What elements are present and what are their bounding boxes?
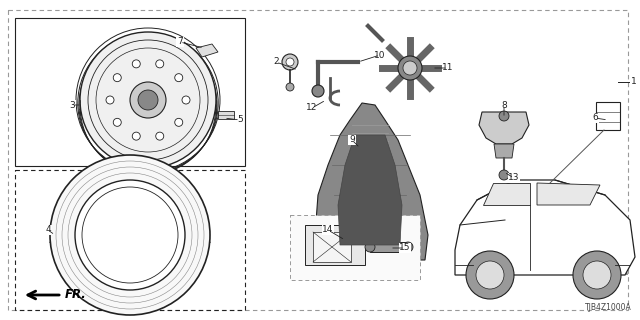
Polygon shape (338, 135, 402, 245)
Circle shape (403, 61, 417, 75)
Circle shape (312, 85, 324, 97)
Circle shape (80, 32, 216, 168)
Circle shape (286, 83, 294, 91)
Circle shape (156, 132, 164, 140)
Bar (313, 232, 351, 262)
Text: 15: 15 (399, 244, 411, 252)
Text: TJB4Z1000A: TJB4Z1000A (585, 303, 632, 312)
Text: 2: 2 (273, 58, 279, 67)
Bar (290, 215, 420, 280)
Text: 1: 1 (631, 77, 637, 86)
Polygon shape (315, 103, 428, 260)
Polygon shape (494, 144, 514, 158)
Circle shape (365, 242, 375, 252)
Polygon shape (483, 183, 530, 205)
Circle shape (175, 118, 183, 126)
Text: 11: 11 (442, 63, 454, 73)
Circle shape (573, 251, 621, 299)
Circle shape (286, 58, 294, 66)
Circle shape (106, 96, 114, 104)
Bar (15, 170, 245, 310)
Text: 10: 10 (374, 51, 386, 60)
Text: 9: 9 (349, 135, 355, 145)
Text: FR.: FR. (65, 289, 87, 301)
Text: 4: 4 (45, 226, 51, 235)
Text: 3: 3 (69, 100, 75, 109)
Polygon shape (196, 44, 218, 57)
Text: 5: 5 (237, 116, 243, 124)
Text: 14: 14 (323, 226, 333, 235)
Polygon shape (455, 180, 635, 275)
Bar (218, 111, 234, 119)
Text: 7: 7 (177, 37, 183, 46)
Circle shape (113, 74, 121, 82)
Polygon shape (479, 112, 529, 144)
Circle shape (476, 261, 504, 289)
Circle shape (583, 261, 611, 289)
Polygon shape (537, 183, 600, 205)
Circle shape (132, 132, 140, 140)
Circle shape (156, 60, 164, 68)
Circle shape (113, 118, 121, 126)
Polygon shape (305, 225, 365, 265)
Bar (596, 102, 620, 130)
Bar (15, 18, 245, 166)
Text: 6: 6 (592, 114, 598, 123)
Text: 13: 13 (508, 173, 520, 182)
Circle shape (403, 242, 413, 252)
Text: 8: 8 (501, 100, 507, 109)
Circle shape (138, 90, 158, 110)
Circle shape (499, 111, 509, 121)
Circle shape (130, 82, 166, 118)
Circle shape (75, 180, 185, 290)
Circle shape (466, 251, 514, 299)
Text: 12: 12 (307, 103, 317, 113)
Circle shape (282, 54, 298, 70)
Circle shape (132, 60, 140, 68)
Circle shape (182, 96, 190, 104)
Circle shape (499, 170, 509, 180)
Bar (370, 242, 408, 252)
Circle shape (50, 155, 210, 315)
Circle shape (175, 74, 183, 82)
Circle shape (398, 56, 422, 80)
